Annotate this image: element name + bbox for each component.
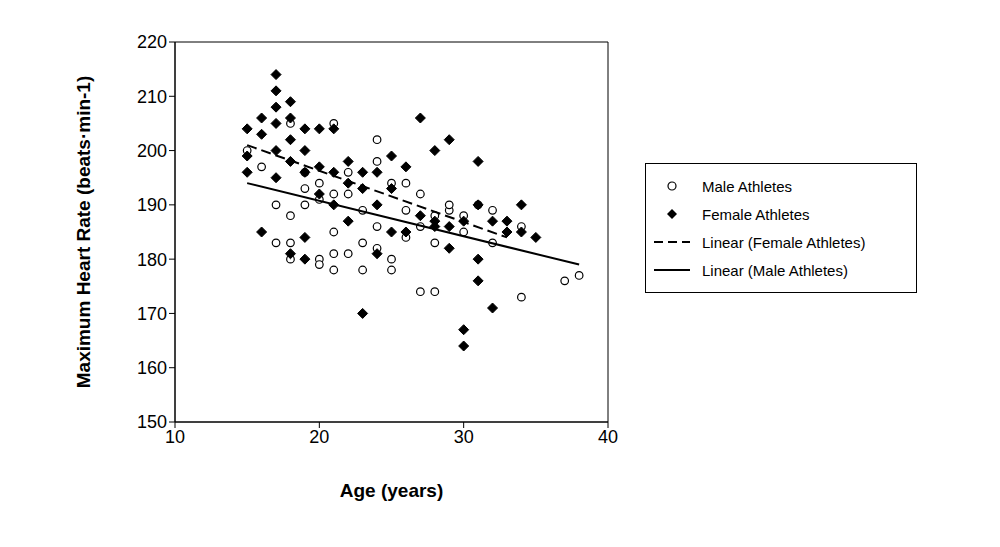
svg-text:160: 160 (137, 358, 167, 378)
svg-text:180: 180 (137, 250, 167, 270)
svg-text:210: 210 (137, 87, 167, 107)
html-text:Linear (Female Athletes): Linear (Female Athletes) (702, 233, 866, 251)
svg-text:Age (years): Age (years) (340, 480, 444, 501)
svg-text:30: 30 (454, 427, 474, 447)
svg-text:150: 150 (137, 412, 167, 432)
svg-text:Maximum Heart Rate (beats·min-: Maximum Heart Rate (beats·min-1) (73, 76, 94, 389)
svg-text:40: 40 (598, 427, 618, 447)
svg-text:20: 20 (309, 427, 329, 447)
html-text:Female Athletes: Female Athletes (702, 205, 810, 223)
svg-text:220: 220 (137, 32, 167, 52)
html-text:Linear (Male Athletes): Linear (Male Athletes) (702, 261, 848, 279)
svg-text:170: 170 (137, 304, 167, 324)
svg-text:10: 10 (165, 427, 185, 447)
svg-text:200: 200 (137, 141, 167, 161)
html-text:Male Athletes: Male Athletes (702, 177, 793, 195)
svg-text:190: 190 (137, 195, 167, 215)
